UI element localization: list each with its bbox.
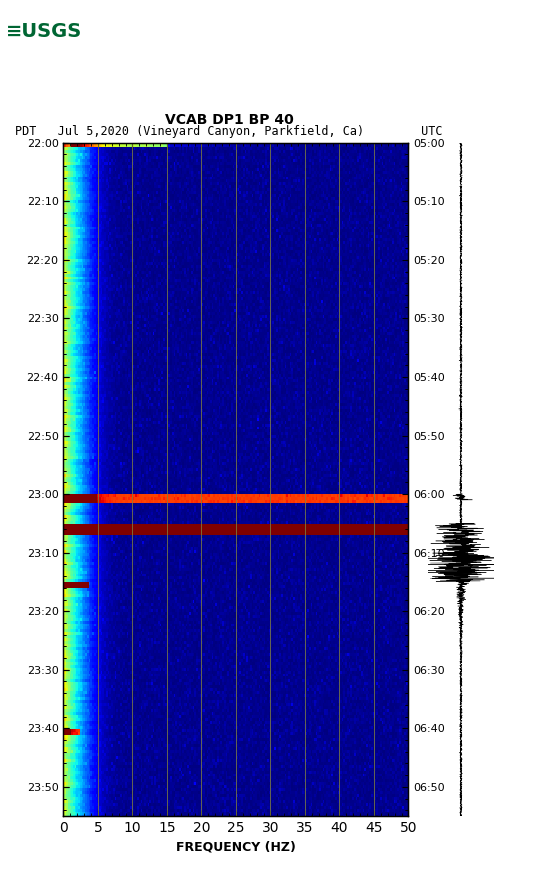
Text: ≡USGS: ≡USGS [6, 22, 82, 41]
Text: VCAB DP1 BP 40: VCAB DP1 BP 40 [164, 112, 294, 127]
Text: PDT   Jul 5,2020 (Vineyard Canyon, Parkfield, Ca)        UTC: PDT Jul 5,2020 (Vineyard Canyon, Parkfie… [15, 125, 443, 138]
X-axis label: FREQUENCY (HZ): FREQUENCY (HZ) [176, 840, 296, 854]
